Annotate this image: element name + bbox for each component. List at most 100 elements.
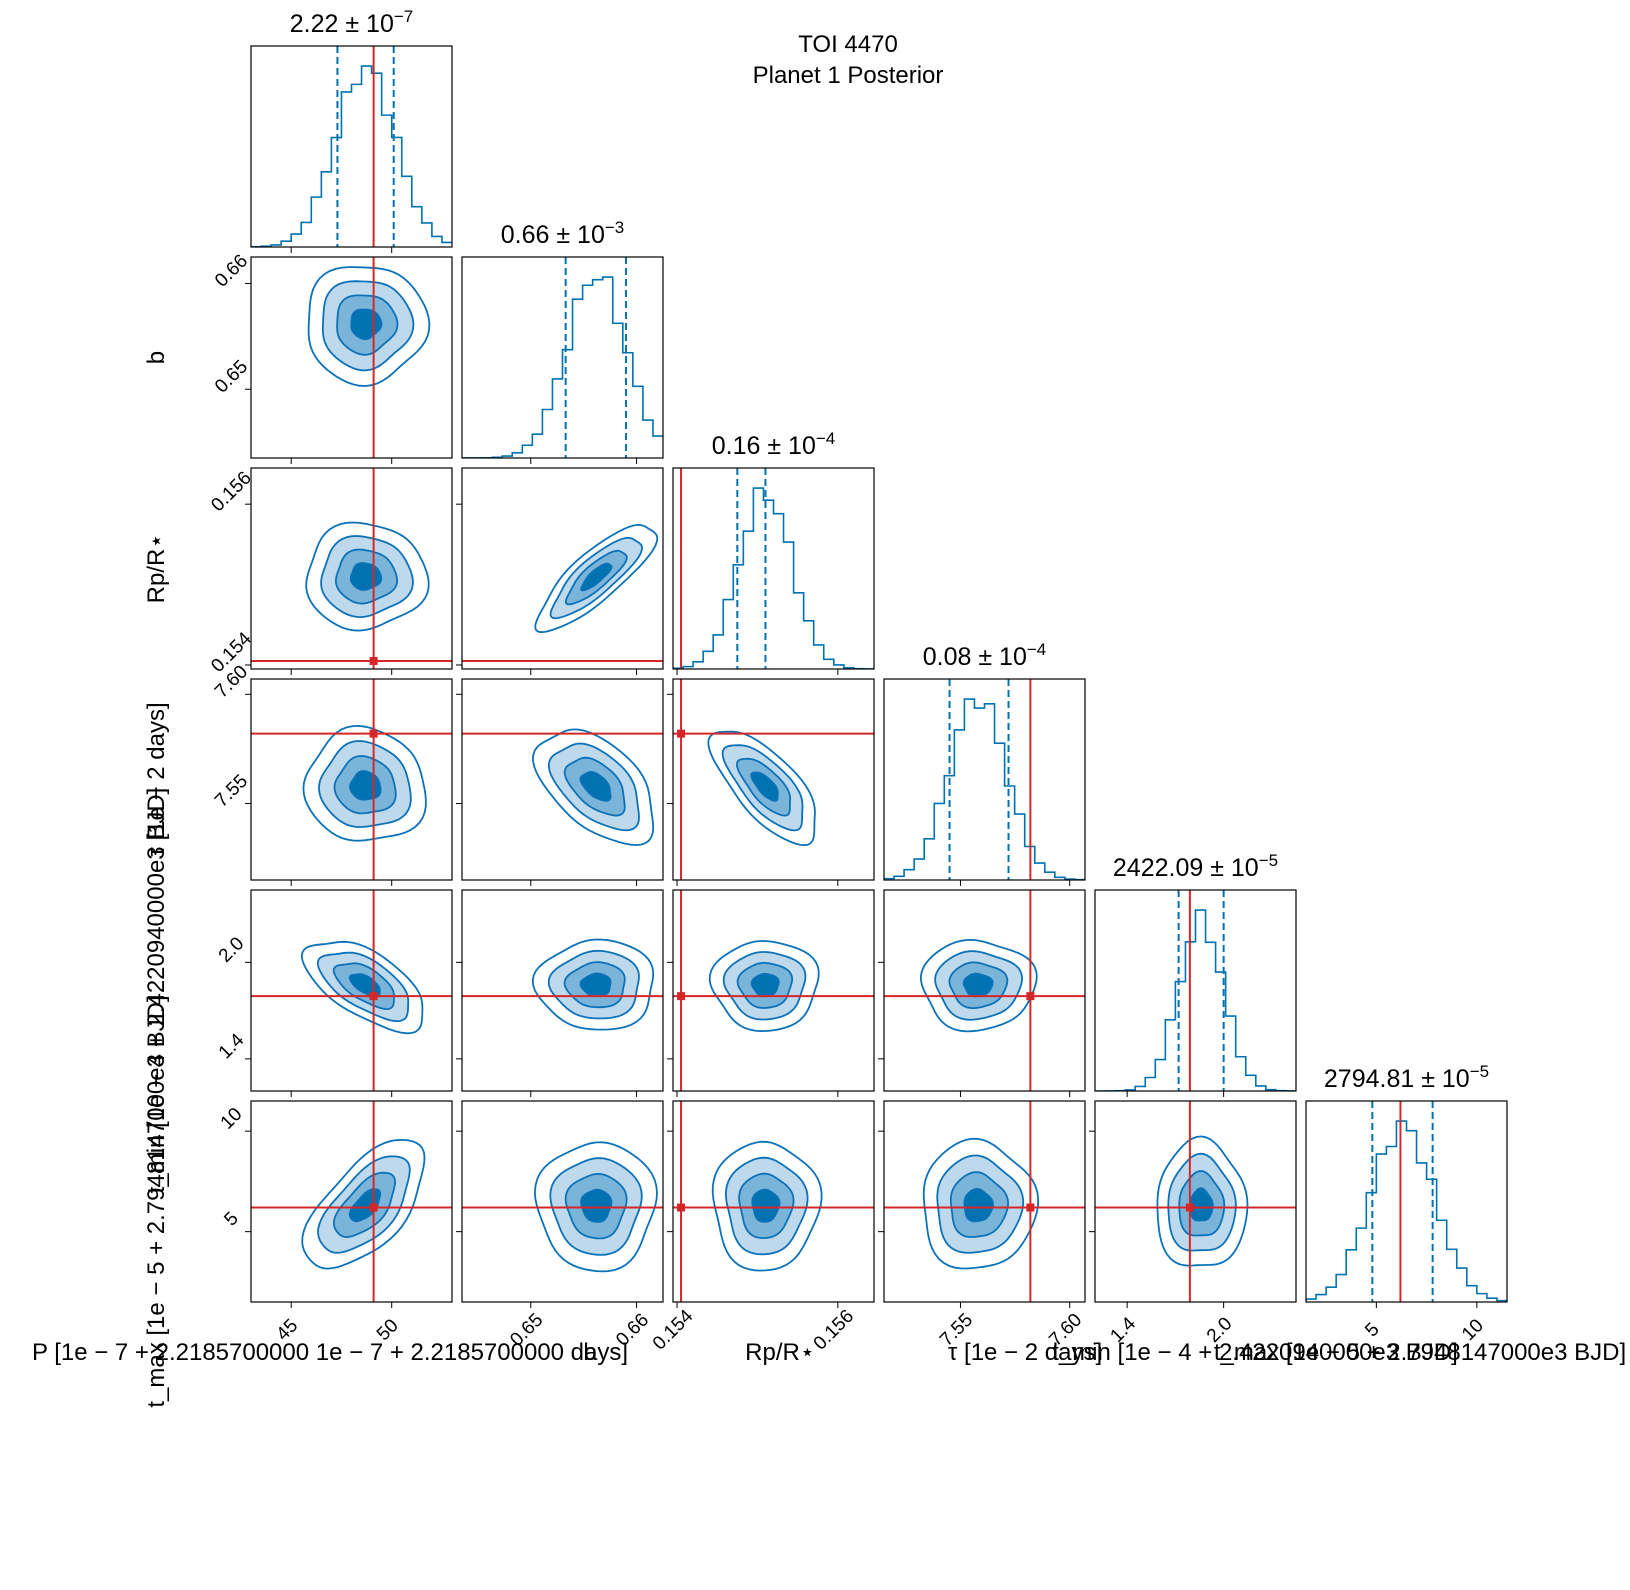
panel-b-vs-P [307, 257, 431, 458]
panel-tmin-vs-Rp/Rstar [673, 890, 874, 1091]
panel-tmax-vs-Rp/Rstar [673, 1101, 874, 1302]
contour-tmax-b-0 [533, 1141, 658, 1273]
truth-marker-tmin-tau [1026, 992, 1035, 1001]
panel-frame-4-2 [672, 889, 875, 1092]
y-tick-label-tmax: 5 [220, 1208, 242, 1230]
panel-tmax-vs-b [462, 1141, 663, 1273]
panel-tmin-vs-P [251, 890, 452, 1091]
panel-tmax-vs-tmax [1306, 1101, 1507, 1302]
panel-tmin-vs-tmin [1095, 890, 1296, 1091]
panel-tmax-vs-tau [884, 1101, 1085, 1302]
histogram-tmax [1306, 1120, 1507, 1302]
panel-tau-vs-tau [884, 679, 1085, 880]
contour-tau-b-3 [579, 771, 612, 802]
panel-tmax-vs-P [251, 1101, 452, 1302]
contour-tau-Rp/Rstar-3 [750, 771, 779, 802]
truth-marker-tmax-Rp/Rstar [677, 1203, 686, 1212]
panel-frame-2-1 [461, 467, 664, 670]
panel-frame-5-5 [1305, 1100, 1508, 1303]
truth-marker-tmax-P [369, 1203, 378, 1212]
contour-tmax-tmin-0 [1156, 1135, 1249, 1267]
panel-P-vs-P [251, 46, 452, 247]
panel-frame-3-1 [461, 678, 664, 881]
contour-Rp/Rstar-P-3 [349, 562, 383, 591]
truth-marker-tmin-P [369, 992, 378, 1001]
contour-tmin-tau-0 [919, 938, 1038, 1033]
panel-frame-3-0 [250, 678, 453, 881]
x-axis-label-tau: τ [1e − 2 days] [948, 1339, 1102, 1366]
x-axis-label-tmax: t_max [1e − 5 + 2.7948147000e3 BJD] [1214, 1339, 1626, 1366]
y-tick-label-Rp/Rstar: 0.156 [207, 468, 255, 516]
contour-b-P-0 [307, 266, 431, 387]
panel-tau-vs-b [462, 728, 663, 847]
panel-title-b: 0.66 ± 10−3 [501, 218, 624, 249]
figure-title-line1: TOI 4470 [798, 31, 898, 58]
figure-title-line2: Planet 1 Posterior [753, 62, 944, 89]
panel-tmin-vs-b [462, 938, 663, 1031]
panel-Rp/Rstar-vs-P [251, 468, 452, 669]
contour-Rp/Rstar-P-0 [305, 521, 430, 632]
panel-frame-4-3 [883, 889, 1086, 1092]
truth-marker-Rp/Rstar-P [369, 656, 378, 665]
panel-title-Rp/Rstar: 0.16 ± 10−4 [712, 429, 835, 460]
y-tick-label-tau: 7.55 [211, 771, 252, 812]
x-axis-label-P: P [1e − 7 + 2.2185700000 1e − 7 + 2.2185… [32, 1339, 628, 1366]
contour-tmin-Rp/Rstar-0 [708, 940, 820, 1033]
y-axis-label-b: b [143, 351, 170, 364]
y-axis-label-tmin: t_min [1e − 4 + 2.4220940000e3 BJD] [143, 788, 170, 1194]
panel-frame-3-3 [883, 678, 1086, 881]
panel-frame-5-3 [883, 1100, 1086, 1303]
histogram-P [251, 65, 452, 247]
contour-tmax-Rp/Rstar-3 [751, 1188, 781, 1223]
histogram-b [462, 276, 663, 458]
panel-frame-2-2 [672, 467, 875, 670]
panel-frame-5-4 [1094, 1100, 1297, 1303]
panel-title-tmin: 2422.09 ± 10−5 [1113, 851, 1278, 882]
panel-frame-0-0 [250, 45, 453, 248]
panel-frame-1-1 [461, 256, 664, 459]
contour-tmax-Rp/Rstar-0 [711, 1140, 823, 1272]
panel-frame-1-0 [250, 256, 453, 459]
histogram-tau [884, 698, 1085, 880]
contour-tmin-b-0 [531, 938, 654, 1031]
panel-frame-5-1 [461, 1100, 664, 1303]
x-tick-label-Rp/Rstar: 0.156 [810, 1306, 858, 1354]
panel-frame-5-0 [250, 1100, 453, 1303]
panel-Rp/Rstar-vs-b [462, 523, 663, 662]
panel-Rp/Rstar-vs-Rp/Rstar [673, 468, 874, 669]
contour-tmax-P-0 [301, 1138, 426, 1270]
contour-tau-P-0 [302, 724, 427, 842]
y-axis-label-tau: τ [1e − 2 days] [143, 702, 170, 856]
panel-tmin-vs-tau [884, 890, 1085, 1091]
truth-marker-tau-Rp/Rstar [677, 729, 686, 738]
y-tick-label-b: 0.65 [211, 356, 252, 397]
truth-marker-tmin-Rp/Rstar [677, 992, 686, 1001]
contour-tmin-Rp/Rstar-3 [750, 973, 780, 998]
y-tick-label-tmin: 2.0 [215, 933, 249, 967]
panel-title-P: 2.22 ± 10−7 [290, 7, 413, 38]
truth-marker-tmax-tmin [1185, 1203, 1194, 1212]
panel-tau-vs-P [251, 679, 452, 880]
panel-title-tau: 0.08 ± 10−4 [923, 640, 1046, 671]
y-tick-label-tmin: 1.4 [215, 1029, 249, 1063]
contour-tau-b-0 [532, 728, 655, 847]
panel-tmax-vs-tmin [1095, 1101, 1296, 1302]
panel-b-vs-b [462, 257, 663, 458]
panel-frame-4-1 [461, 889, 664, 1092]
panel-tau-vs-Rp/Rstar [673, 679, 874, 880]
contour-tmin-tau-3 [962, 972, 994, 998]
corner-panels: 2.22 ± 10−7 0.65 0.66 0.66 ± 10−3 0.154 0.156… [32, 7, 1626, 1408]
x-axis-label-tmin: t_min [1e − 4 + 2.4220940000e3 BJD] [1052, 1339, 1458, 1366]
x-tick-label-tmax: 5 [1361, 1319, 1383, 1341]
y-tick-label-b: 0.66 [211, 251, 252, 292]
y-axis-label-tmax: t_max [1e − 5 + 2.7948147000e3 BJD] [143, 995, 170, 1407]
contour-tmin-P-0 [300, 940, 424, 1035]
y-axis-label-Rp/Rstar: Rp/R⋆ [143, 534, 170, 604]
panel-frame-5-2 [672, 1100, 875, 1303]
histogram-tmin [1095, 909, 1296, 1091]
panel-frame-4-0 [250, 889, 453, 1092]
contour-tau-Rp/Rstar-0 [707, 730, 816, 847]
y-tick-label-tmax: 10 [217, 1104, 247, 1134]
contour-Rp/Rstar-b-3 [580, 562, 613, 592]
